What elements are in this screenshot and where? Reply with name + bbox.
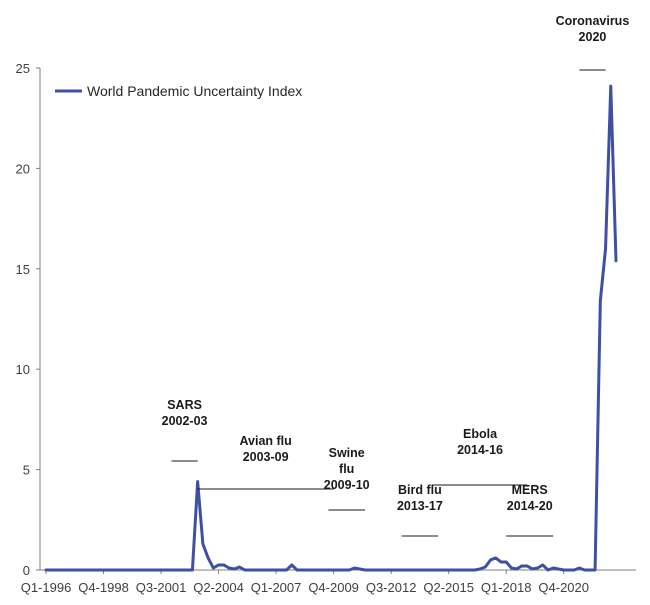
x-tick-label: Q1-2007 xyxy=(251,580,302,595)
annotation-label: Bird flu xyxy=(398,483,442,497)
series-layer xyxy=(44,84,618,572)
axes: 0 5 10 15 20 25 Q1-1996 Q4-1998 Q3-2001 Q2-2004 Q1… xyxy=(16,61,636,595)
x-tick-label: Q4-2020 xyxy=(538,580,589,595)
annotation-label: SARS xyxy=(167,398,202,412)
x-tick-label: Q2-2004 xyxy=(193,580,244,595)
y-tick-label: 25 xyxy=(16,61,30,76)
x-tick-label: Q2-2015 xyxy=(423,580,474,595)
y-tick-label: 20 xyxy=(16,161,30,176)
series-line-pandemic-index xyxy=(44,84,618,572)
legend: World Pandemic Uncertainty Index xyxy=(55,83,302,99)
annotation-label: Avian flu xyxy=(239,434,291,448)
annotation-label: 2020 xyxy=(579,30,607,44)
annotation-label: MERS xyxy=(512,483,548,497)
y-tick-label: 5 xyxy=(23,463,30,478)
annotations: SARS 2002-03 Avian flu 2003-09 Swine flu 2009-… xyxy=(162,14,630,537)
annotation-label: 2009-10 xyxy=(324,478,370,492)
annotation-label: Swine xyxy=(329,446,365,460)
x-tick-label: Q3-2012 xyxy=(366,580,417,595)
annotation-label: 2014-20 xyxy=(507,499,553,513)
annotation-label: 2014-16 xyxy=(457,443,503,457)
annotation-label: flu xyxy=(339,462,354,476)
annotation-label: 2002-03 xyxy=(162,414,208,428)
x-tick-label: Q3-2001 xyxy=(136,580,187,595)
x-tick-label: Q1-2018 xyxy=(481,580,532,595)
x-tick-label: Q4-2009 xyxy=(308,580,359,595)
x-tick-label: Q1-1996 xyxy=(21,580,72,595)
annotation-label: Ebola xyxy=(463,427,498,441)
y-tick-label: 0 xyxy=(23,563,30,578)
y-tick-label: 15 xyxy=(16,262,30,277)
annotation-label: 2013-17 xyxy=(397,499,443,513)
x-tick-label: Q4-1998 xyxy=(78,580,129,595)
legend-label: World Pandemic Uncertainty Index xyxy=(87,83,302,99)
annotation-label: Coronavirus xyxy=(556,14,630,28)
annotation-label: 2003-09 xyxy=(243,450,289,464)
y-tick-label: 10 xyxy=(16,362,30,377)
